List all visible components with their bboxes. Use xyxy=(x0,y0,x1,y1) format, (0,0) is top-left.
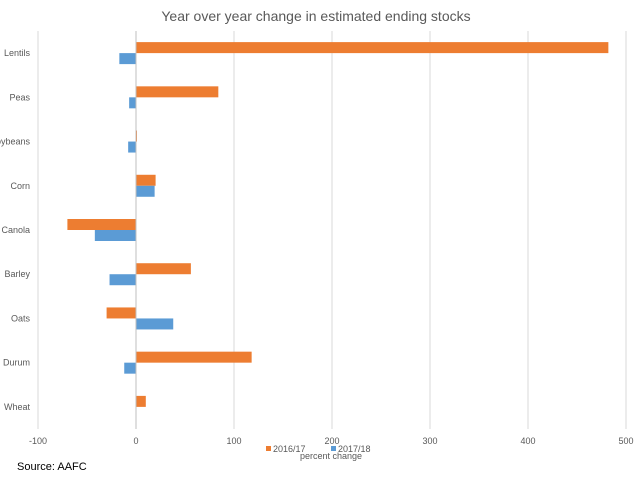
x-axis-label: percent change xyxy=(300,451,362,461)
bar-soybeans-2017-18 xyxy=(128,141,136,153)
category-label: Oats xyxy=(11,313,31,323)
x-tick-label: 400 xyxy=(520,436,535,446)
chart-title: Year over year change in estimated endin… xyxy=(161,8,470,24)
legend: 2016/17 2017/18 xyxy=(266,444,371,454)
x-tick-label: 0 xyxy=(133,436,138,446)
bar-barley-2017-18 xyxy=(109,274,136,286)
legend-swatch xyxy=(266,446,271,451)
x-tick-label: 500 xyxy=(618,436,633,446)
legend-label: 2016/17 xyxy=(273,444,306,454)
x-tick-label: 100 xyxy=(226,436,241,446)
legend-swatch xyxy=(331,446,336,451)
x-tick-label: 200 xyxy=(324,436,339,446)
bar-oats-2016-17 xyxy=(106,307,136,319)
bars xyxy=(67,42,609,407)
legend-label: 2017/18 xyxy=(338,444,371,454)
bar-oats-2017-18 xyxy=(136,318,174,330)
bar-durum-2016-17 xyxy=(136,351,252,363)
bar-lentils-2016-17 xyxy=(136,42,609,54)
bar-barley-2016-17 xyxy=(136,263,191,275)
bar-peas-2017-18 xyxy=(129,97,136,109)
bar-peas-2016-17 xyxy=(136,86,219,98)
category-label: Canola xyxy=(1,225,30,235)
bar-canola-2017-18 xyxy=(94,230,136,241)
bar-corn-2017-18 xyxy=(136,185,155,197)
bar-canola-2016-17 xyxy=(67,219,136,230)
category-label: Wheat xyxy=(4,402,31,412)
gridlines xyxy=(37,31,627,429)
bar-corn-2016-17 xyxy=(136,174,156,186)
category-label: Soybeans xyxy=(0,137,30,147)
category-labels: Lentils Peas Soybeans Corn Canola Barley Oats D… xyxy=(0,48,31,412)
bar-lentils-2017-18 xyxy=(119,53,136,65)
bar-wheat-2016-17 xyxy=(136,395,146,407)
category-label: Corn xyxy=(10,181,30,191)
category-label: Lentils xyxy=(4,48,31,58)
source-note: Source: AAFC xyxy=(17,461,87,473)
category-label: Durum xyxy=(3,358,30,368)
bar-durum-2017-18 xyxy=(124,362,136,374)
x-tick-label: -100 xyxy=(29,436,47,446)
category-label: Peas xyxy=(9,92,30,102)
x-tick-labels: -100 0 100 200 300 400 500 xyxy=(29,436,634,446)
category-label: Barley xyxy=(4,269,30,279)
x-tick-label: 300 xyxy=(422,436,437,446)
